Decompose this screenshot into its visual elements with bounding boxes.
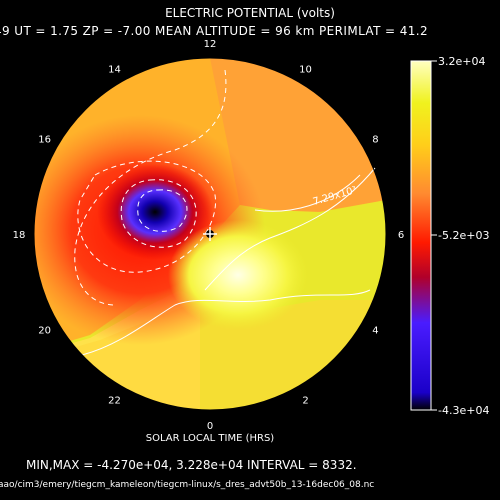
hour-label-14: 14 (108, 65, 121, 76)
hour-label-22: 22 (108, 395, 121, 406)
source-file-path: aao/cim3/emery/tiegcm_kameleon/tiegcm-li… (0, 480, 375, 490)
colorbar-mid-label: -5.2e+03 (438, 229, 489, 242)
chart-title: ELECTRIC POTENTIAL (volts) (165, 6, 335, 20)
hour-label-0: 0 (207, 421, 213, 432)
min-max-interval-text: MIN,MAX = -4.270e+04, 3.228e+04 INTERVAL… (26, 458, 357, 472)
hour-label-18: 18 (13, 230, 26, 241)
hour-label-16: 16 (38, 135, 51, 146)
x-axis-label: SOLAR LOCAL TIME (HRS) (145, 433, 275, 444)
hour-label-4: 4 (372, 326, 378, 337)
hour-tick-labels: 0 2 4 6 8 10 12 14 16 18 20 22 (13, 39, 405, 432)
colorbar-min-label: -4.3e+04 (438, 404, 489, 417)
hour-label-6: 6 (398, 230, 404, 241)
colorbar-max-label: 3.2e+04 (438, 55, 485, 68)
hour-label-10: 10 (299, 65, 312, 76)
hour-label-12: 12 (204, 39, 217, 50)
hour-label-2: 2 (302, 395, 308, 406)
hour-label-8: 8 (372, 135, 378, 146)
chart-subtitle: 49 UT = 1.75 ZP = -7.00 MEAN ALTITUDE = … (0, 24, 429, 38)
pole-marker (203, 227, 217, 241)
colorbar (410, 60, 432, 411)
hour-label-20: 20 (38, 326, 51, 337)
